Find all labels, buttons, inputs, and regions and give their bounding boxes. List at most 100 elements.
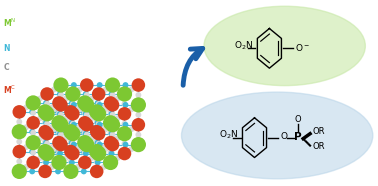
- Point: [16, 140, 22, 143]
- Point: [121, 112, 127, 115]
- Point: [57, 152, 63, 155]
- Point: [51, 88, 57, 91]
- Point: [121, 132, 127, 135]
- Point: [23, 146, 29, 149]
- Point: [56, 121, 62, 124]
- Point: [16, 170, 22, 173]
- Point: [108, 101, 114, 104]
- Point: [30, 151, 36, 154]
- Point: [44, 112, 50, 115]
- Point: [101, 166, 107, 169]
- Point: [108, 121, 114, 124]
- Text: P: P: [294, 132, 302, 142]
- Point: [37, 157, 43, 160]
- Point: [81, 110, 87, 113]
- Point: [42, 170, 48, 173]
- Point: [115, 137, 121, 140]
- Point: [51, 147, 57, 150]
- Point: [81, 150, 87, 153]
- Point: [16, 160, 22, 163]
- Point: [23, 106, 29, 109]
- Point: [96, 142, 102, 145]
- Point: [42, 160, 48, 163]
- Point: [55, 170, 61, 173]
- Point: [94, 161, 101, 164]
- Point: [56, 161, 62, 164]
- Point: [58, 94, 64, 97]
- Point: [58, 143, 64, 146]
- Point: [108, 152, 115, 155]
- Point: [75, 146, 81, 149]
- Point: [135, 133, 141, 136]
- Point: [115, 157, 121, 160]
- Point: [71, 103, 77, 106]
- Point: [68, 150, 74, 153]
- Point: [68, 110, 74, 113]
- Point: [63, 97, 69, 100]
- Text: O: O: [295, 115, 302, 124]
- Point: [42, 110, 48, 113]
- Point: [70, 132, 76, 135]
- Text: M$^{\rm C}$: M$^{\rm C}$: [3, 83, 16, 95]
- Point: [29, 130, 35, 133]
- Point: [55, 150, 61, 153]
- Point: [96, 152, 102, 155]
- Point: [82, 121, 88, 124]
- Point: [68, 130, 74, 133]
- Point: [94, 110, 100, 113]
- Point: [97, 123, 103, 126]
- Point: [75, 126, 81, 129]
- Text: M$^{\rm N}$: M$^{\rm N}$: [3, 17, 17, 29]
- Point: [84, 113, 90, 116]
- Point: [89, 137, 95, 140]
- Point: [44, 122, 50, 125]
- Point: [110, 94, 116, 97]
- Point: [108, 141, 114, 144]
- Point: [70, 142, 76, 145]
- Point: [77, 88, 83, 91]
- Point: [135, 84, 141, 86]
- Point: [58, 133, 64, 136]
- Ellipse shape: [204, 6, 365, 86]
- Point: [94, 141, 101, 144]
- Point: [30, 111, 36, 114]
- Point: [58, 123, 64, 126]
- Point: [108, 111, 114, 114]
- Point: [23, 166, 29, 169]
- Point: [121, 122, 127, 125]
- Point: [30, 131, 36, 134]
- Point: [55, 110, 61, 113]
- Point: [122, 143, 129, 146]
- Point: [129, 128, 135, 131]
- Point: [121, 142, 127, 145]
- Point: [56, 141, 62, 144]
- Point: [69, 101, 75, 104]
- Point: [83, 92, 89, 95]
- Point: [70, 152, 76, 155]
- Point: [135, 113, 141, 116]
- Point: [29, 110, 35, 113]
- Point: [81, 170, 87, 173]
- Ellipse shape: [181, 92, 373, 179]
- Point: [70, 112, 76, 115]
- Point: [97, 103, 103, 106]
- Point: [101, 126, 107, 129]
- Point: [69, 161, 75, 164]
- Point: [96, 102, 102, 105]
- Text: OR: OR: [312, 142, 325, 151]
- Point: [37, 137, 43, 140]
- Point: [101, 106, 107, 109]
- Point: [89, 117, 95, 120]
- Point: [44, 92, 50, 95]
- Point: [84, 143, 90, 146]
- Text: O$^-$: O$^-$: [295, 42, 310, 53]
- Point: [70, 102, 76, 105]
- Point: [135, 94, 141, 97]
- Point: [110, 123, 116, 126]
- Point: [102, 128, 108, 131]
- Point: [108, 92, 115, 95]
- Point: [58, 103, 64, 106]
- Point: [56, 101, 62, 104]
- Point: [96, 132, 102, 135]
- Point: [44, 152, 50, 155]
